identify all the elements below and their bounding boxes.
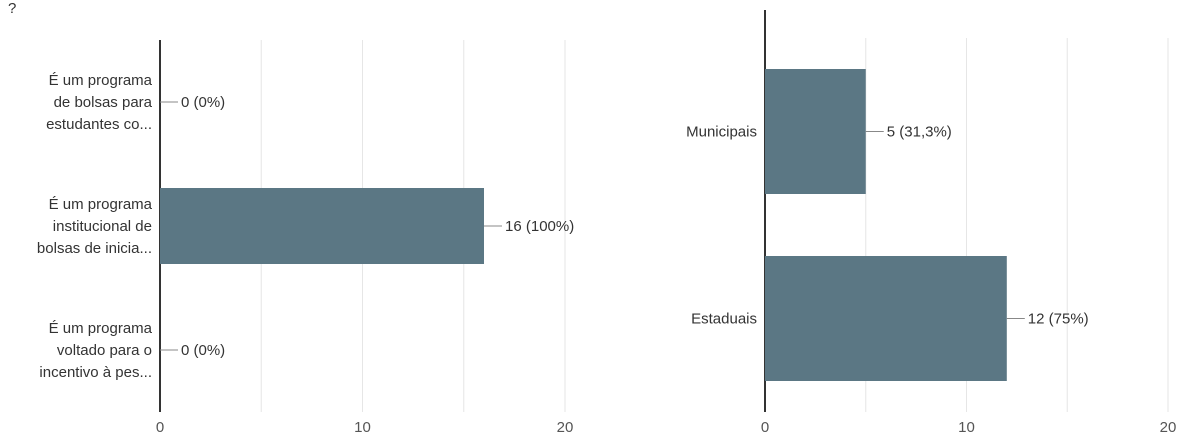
- category-label: É um programa voltado para o incentivo à p…: [39, 320, 152, 381]
- x-tick-label: 0: [156, 419, 164, 436]
- bar: [765, 256, 1007, 381]
- category-label: Municipais: [686, 124, 757, 141]
- x-tick-label: 20: [1160, 419, 1177, 436]
- x-tick-label: 0: [761, 419, 769, 436]
- chart-right: 0 10 20 5 (31,3%) Municipais 12 (75%) Estaduai…: [686, 10, 1176, 436]
- bar: [160, 188, 484, 264]
- x-tick-label: 20: [557, 419, 574, 436]
- x-tick-label: 10: [958, 419, 975, 436]
- chart-left: 0 10 20 0 (0%) É um programa de bolsas para es…: [37, 40, 574, 436]
- cropped-top-text: ?: [8, 0, 17, 17]
- value-label: 12 (75%): [1028, 311, 1089, 328]
- value-label: 0 (0%): [181, 94, 225, 111]
- bar: [765, 69, 866, 194]
- category-label: É um programa de bolsas para estudantes co…: [46, 72, 153, 133]
- value-label: 0 (0%): [181, 342, 225, 359]
- x-tick-label: 10: [354, 419, 371, 436]
- value-label: 16 (100%): [505, 218, 574, 235]
- category-label: Estaduais: [691, 311, 757, 328]
- value-label: 5 (31,3%): [887, 124, 952, 141]
- category-label: É um programa institucional de bolsas de i…: [37, 196, 153, 257]
